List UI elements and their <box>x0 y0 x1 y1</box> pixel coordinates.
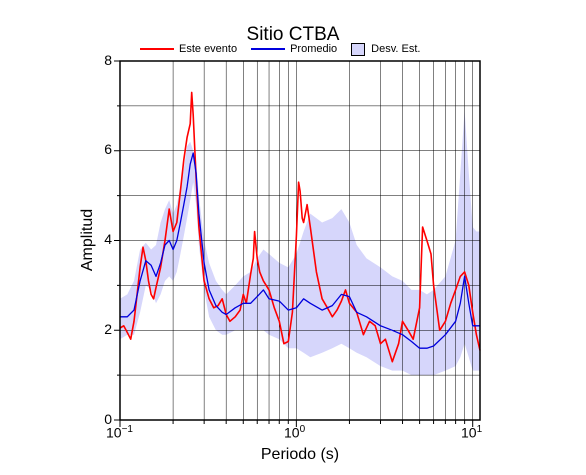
event-line <box>119 91 481 363</box>
legend-label-std: Desv. Est. <box>371 43 421 55</box>
y-tick-label: 8 <box>104 52 112 68</box>
legend-item-mean: Promedio <box>251 43 337 55</box>
legend-item-event: Este evento <box>140 43 237 55</box>
y-tick-label: 4 <box>104 231 112 247</box>
x-tick-base: 10 <box>284 424 300 441</box>
x-tick-label: 10−1 <box>106 424 133 441</box>
std-band-area <box>120 110 480 376</box>
legend-line-event <box>140 48 174 50</box>
mean-line <box>120 152 480 349</box>
y-axis-label: Amplitud <box>79 208 96 272</box>
x-tick-label: 101 <box>461 424 482 441</box>
y-tick-label: 6 <box>104 141 112 157</box>
x-tick-label: 100 <box>284 424 305 441</box>
chart-title: Sitio CTBA <box>246 24 340 45</box>
legend-swatch-std <box>351 42 366 56</box>
x-axis-label: Periodo (s) <box>260 446 340 463</box>
x-tick-base: 10 <box>106 424 122 441</box>
legend-label-event: Este evento <box>179 43 238 55</box>
x-tick-base: 10 <box>461 424 477 441</box>
legend-line-mean <box>251 48 286 50</box>
y-tick-label: 0 <box>104 411 112 427</box>
y-tick-label: 2 <box>104 321 112 337</box>
x-tick-exp: −1 <box>121 424 133 435</box>
legend-item-std: Desv. Est. <box>351 42 421 56</box>
legend-label-mean: Promedio <box>290 43 338 55</box>
legend: Este evento Promedio Desv. Est. <box>140 41 434 57</box>
x-tick-exp: 1 <box>476 424 483 435</box>
x-tick-exp: 0 <box>299 424 306 435</box>
